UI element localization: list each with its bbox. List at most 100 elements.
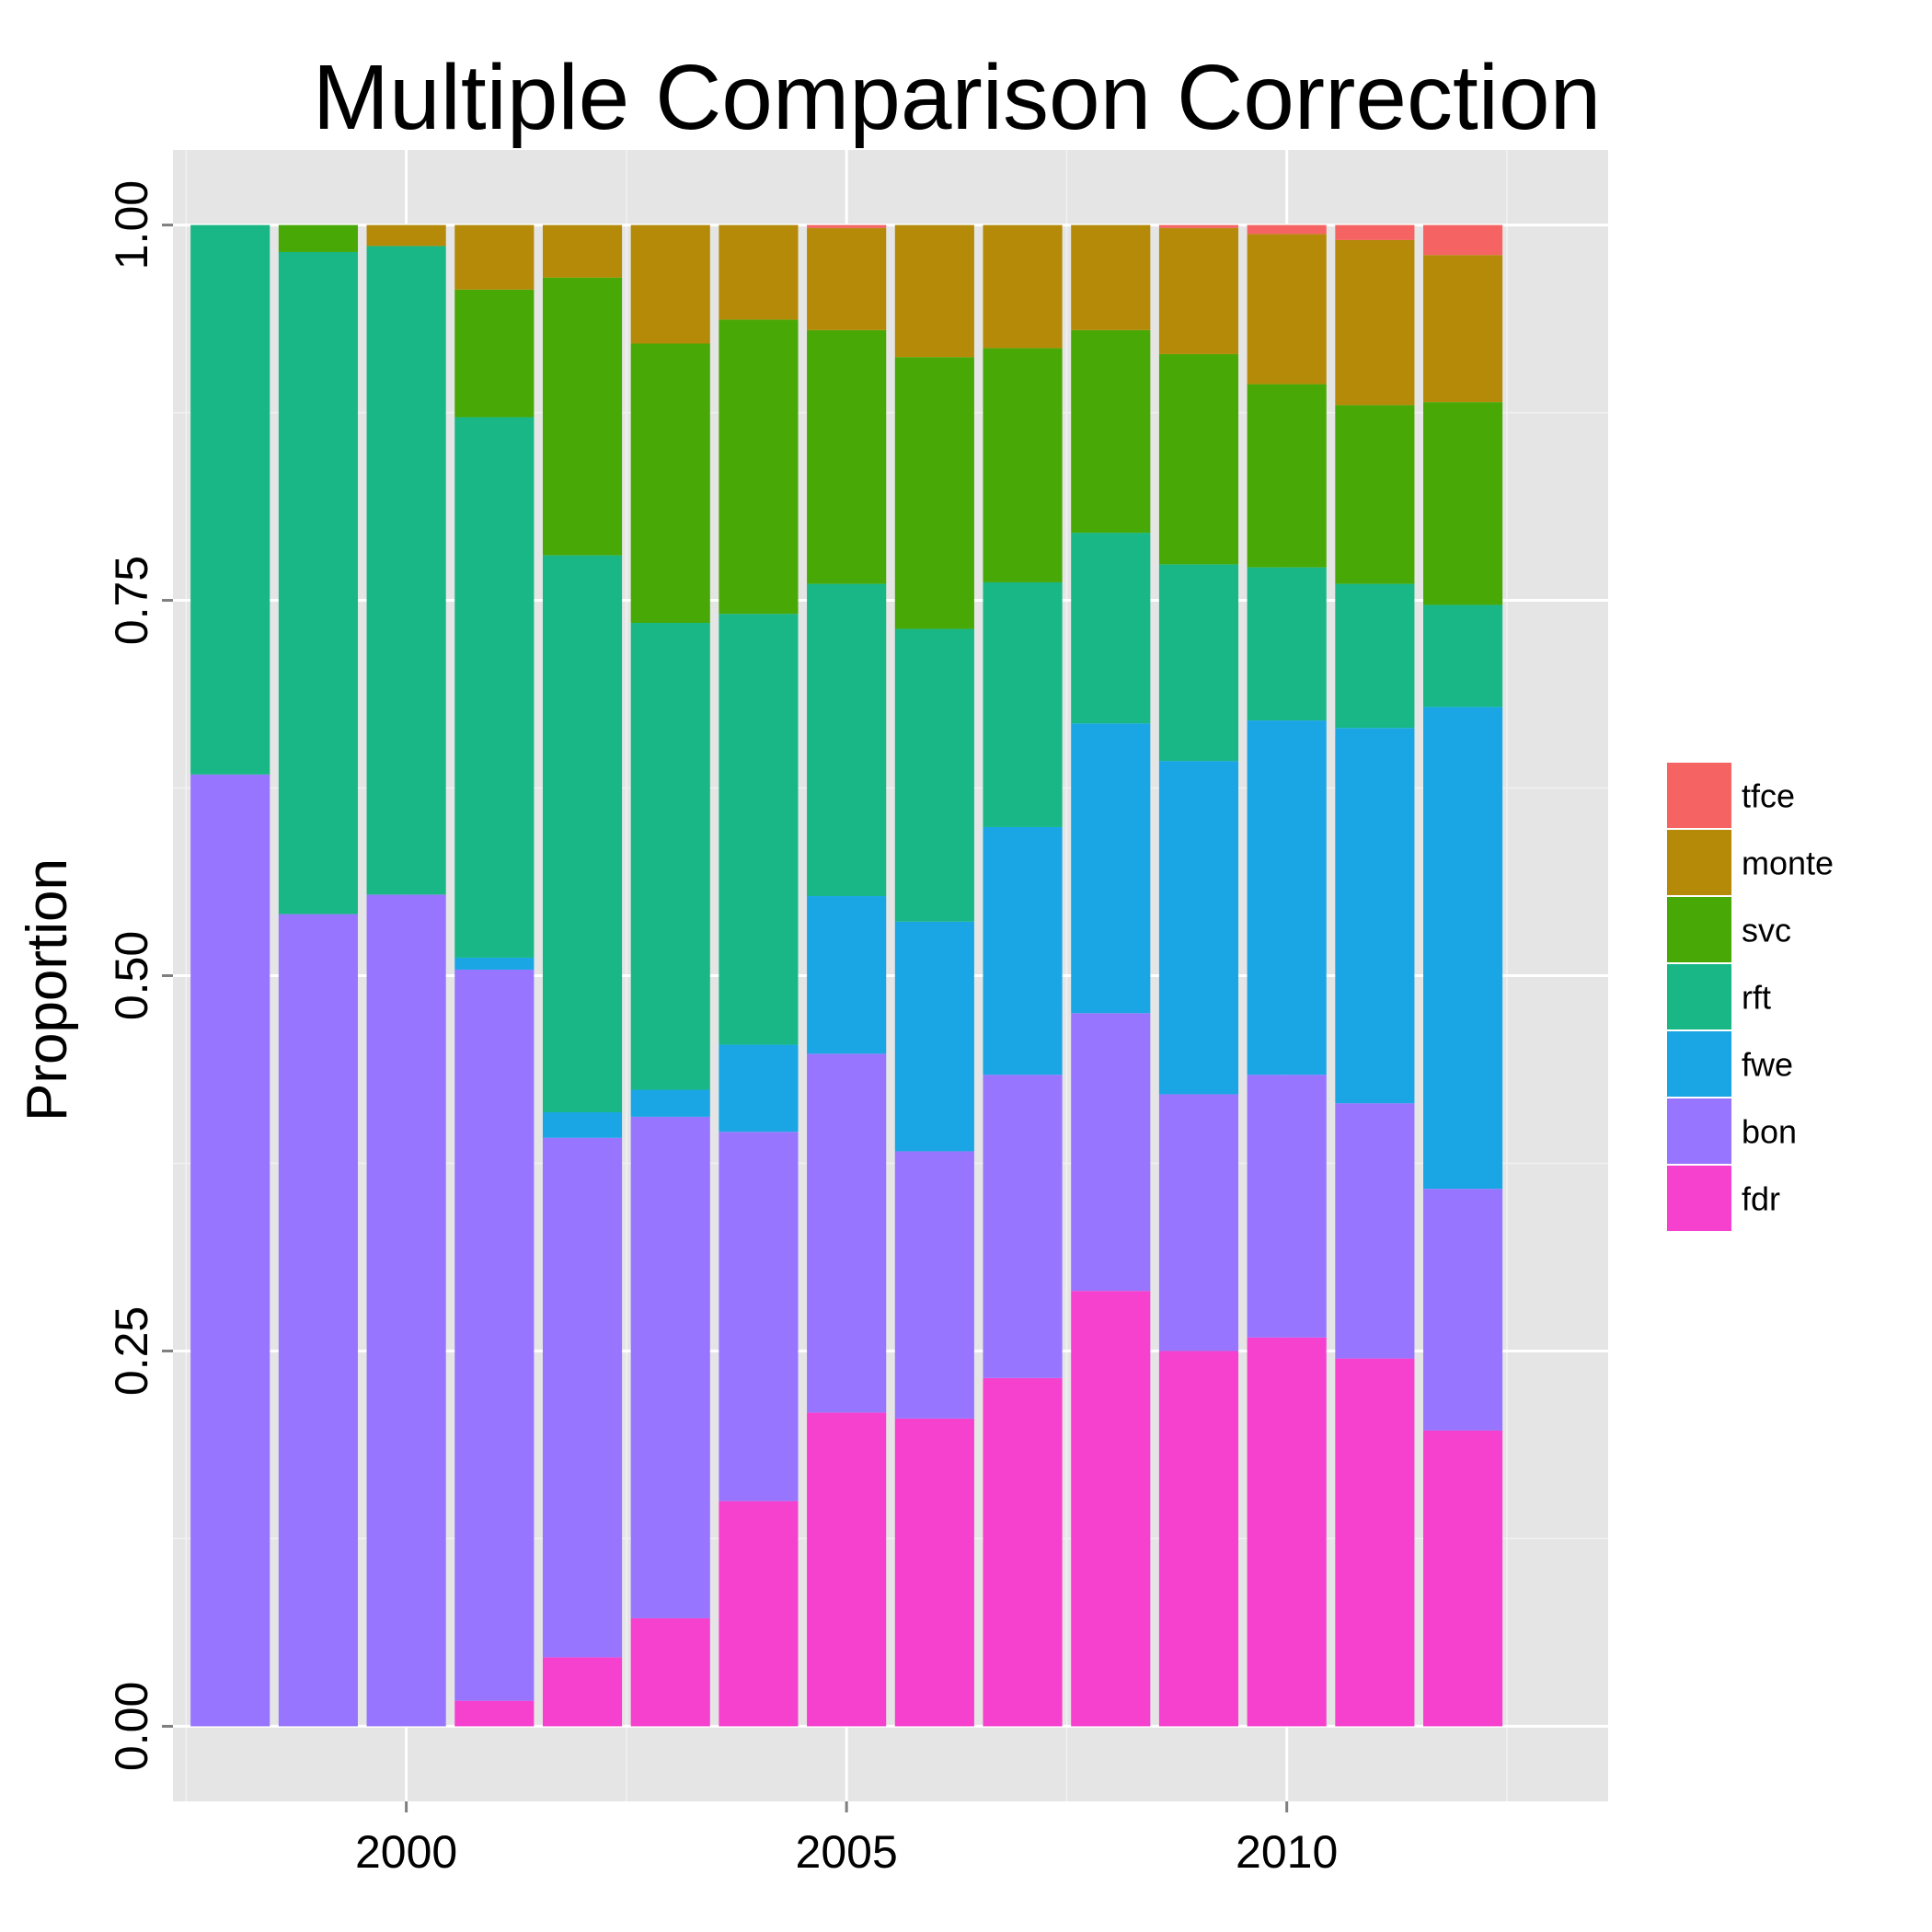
- bar-segment-monte-2000: [366, 224, 446, 247]
- legend-label-rft: rft: [1742, 979, 1771, 1017]
- legend-key-tfce: [1665, 761, 1733, 830]
- bar-segment-rft-2004: [719, 614, 799, 1045]
- bar-segment-svc-2001: [454, 289, 535, 418]
- bar-segment-bon-2008: [1071, 1013, 1151, 1292]
- bar-segment-rft-2011: [1335, 583, 1415, 729]
- y-tick-label: 0.25: [106, 1306, 157, 1396]
- legend-label-fdr: fdr: [1742, 1180, 1780, 1218]
- bar-segment-fwe-2003: [630, 1089, 710, 1117]
- bar-segment-rft-2009: [1158, 564, 1239, 762]
- bar-segment-rft-2000: [366, 246, 446, 895]
- bar-segment-bon-2003: [630, 1116, 710, 1618]
- bar-segment-bon-2009: [1158, 1094, 1239, 1351]
- bar-segment-fdr-2012: [1423, 1430, 1503, 1727]
- bar-segment-fdr-2009: [1158, 1351, 1239, 1727]
- bar-segment-rft-2008: [1071, 533, 1151, 724]
- bar-segment-bon-2007: [983, 1075, 1063, 1378]
- bar-segment-fdr-2002: [542, 1657, 623, 1727]
- bar-segment-fwe-2004: [719, 1044, 799, 1133]
- bar-segment-fdr-2007: [983, 1377, 1063, 1727]
- bar-segment-svc-2008: [1071, 329, 1151, 534]
- bar-segment-fwe-2002: [542, 1111, 623, 1138]
- y-tick-label: 0.50: [106, 931, 157, 1020]
- bar-segment-fdr-2004: [719, 1501, 799, 1727]
- bar-segment-monte-2007: [983, 224, 1063, 349]
- bar-segment-bon-2004: [719, 1132, 799, 1501]
- bar-segment-rft-2005: [807, 583, 887, 897]
- bar-segment-rft-2003: [630, 623, 710, 1090]
- bar-segment-fwe-2007: [983, 826, 1063, 1075]
- bar-segment-bon-2006: [894, 1151, 974, 1419]
- legend-label-fwe: fwe: [1742, 1046, 1793, 1084]
- bar-segment-svc-2002: [542, 277, 623, 556]
- legend-label-bon: bon: [1742, 1113, 1797, 1151]
- legend-label-monte: monte: [1742, 845, 1834, 882]
- bar-segment-monte-2008: [1071, 224, 1151, 330]
- bar-segment-rft-2001: [454, 417, 535, 958]
- legend-key-bon: [1665, 1097, 1733, 1166]
- bar-segment-rft-1998: [190, 224, 270, 775]
- bar-segment-monte-2002: [542, 224, 623, 278]
- bar-segment-monte-2005: [807, 227, 887, 330]
- bar-segment-monte-2004: [719, 224, 799, 320]
- bar-segment-svc-1999: [278, 224, 358, 252]
- bar-segment-bon-2002: [542, 1137, 623, 1658]
- bar-segment-bon-1998: [190, 774, 270, 1727]
- legend-label-tfce: tfce: [1742, 777, 1795, 815]
- bar-segment-monte-2001: [454, 224, 535, 290]
- bar-segment-monte-2003: [630, 224, 710, 344]
- bar-segment-rft-2007: [983, 581, 1063, 827]
- y-tick-label: 0.75: [106, 556, 157, 645]
- bar-segment-svc-2004: [719, 319, 799, 615]
- legend-key-fwe: [1665, 1029, 1733, 1098]
- bar-segment-svc-2009: [1158, 353, 1239, 565]
- bar-segment-bon-2010: [1247, 1075, 1327, 1338]
- bar-segment-fdr-2010: [1247, 1337, 1327, 1727]
- bar-segment-rft-2002: [542, 555, 623, 1112]
- bar-segment-rft-2006: [894, 628, 974, 922]
- bar-segment-svc-2005: [807, 329, 887, 584]
- bar-segment-fwe-2009: [1158, 761, 1239, 1095]
- legend-key-rft: [1665, 962, 1733, 1031]
- bar-segment-svc-2012: [1423, 402, 1503, 605]
- x-axis: 2000 2005 2010: [355, 1801, 1338, 1878]
- bar-segment-fdr-2008: [1071, 1291, 1151, 1727]
- x-tick-label: 2000: [355, 1826, 457, 1878]
- bar-segment-monte-2006: [894, 224, 974, 358]
- bar-segment-svc-2011: [1335, 405, 1415, 584]
- bar-segment-fdr-2006: [894, 1418, 974, 1727]
- bar-segment-fwe-2010: [1247, 720, 1327, 1075]
- bar-segment-rft-2012: [1423, 604, 1503, 707]
- chart-title: Multiple Comparison Correction: [313, 46, 1602, 149]
- legend-label-svc: svc: [1742, 912, 1791, 949]
- y-axis-label: Proportion: [16, 858, 79, 1121]
- bar-segment-fwe-2005: [807, 896, 887, 1054]
- bar-segment-rft-1999: [278, 251, 358, 914]
- bar-segment-tfce-2012: [1423, 224, 1503, 256]
- bar-segment-monte-2009: [1158, 227, 1239, 354]
- bar-segment-tfce-2010: [1247, 224, 1327, 235]
- bar-segment-bon-2005: [807, 1053, 887, 1413]
- y-axis: 0.00 0.25 0.50 0.75 1.00: [106, 180, 173, 1771]
- bar-segment-monte-2010: [1247, 234, 1327, 385]
- bar-segment-svc-2006: [894, 357, 974, 629]
- bar-series: [190, 224, 1503, 1727]
- bar-segment-bon-2001: [454, 969, 535, 1701]
- y-tick-label: 0.00: [106, 1682, 157, 1771]
- bar-segment-fwe-2011: [1335, 728, 1415, 1104]
- bar-segment-svc-2003: [630, 343, 710, 624]
- bar-segment-fwe-2006: [894, 921, 974, 1152]
- bar-segment-svc-2010: [1247, 384, 1327, 568]
- y-tick-label: 1.00: [106, 180, 157, 270]
- bar-segment-fdr-2005: [807, 1412, 887, 1727]
- x-tick-label: 2010: [1236, 1826, 1338, 1878]
- legend: tfce monte svc rft fwe bon fdr: [1665, 761, 1834, 1233]
- bar-segment-monte-2011: [1335, 239, 1415, 406]
- bar-segment-svc-2007: [983, 348, 1063, 582]
- bar-segment-bon-2011: [1335, 1103, 1415, 1359]
- bar-segment-tfce-2005: [807, 224, 887, 228]
- bar-segment-tfce-2011: [1335, 224, 1415, 240]
- bar-segment-fdr-2001: [454, 1700, 535, 1727]
- legend-key-monte: [1665, 828, 1733, 897]
